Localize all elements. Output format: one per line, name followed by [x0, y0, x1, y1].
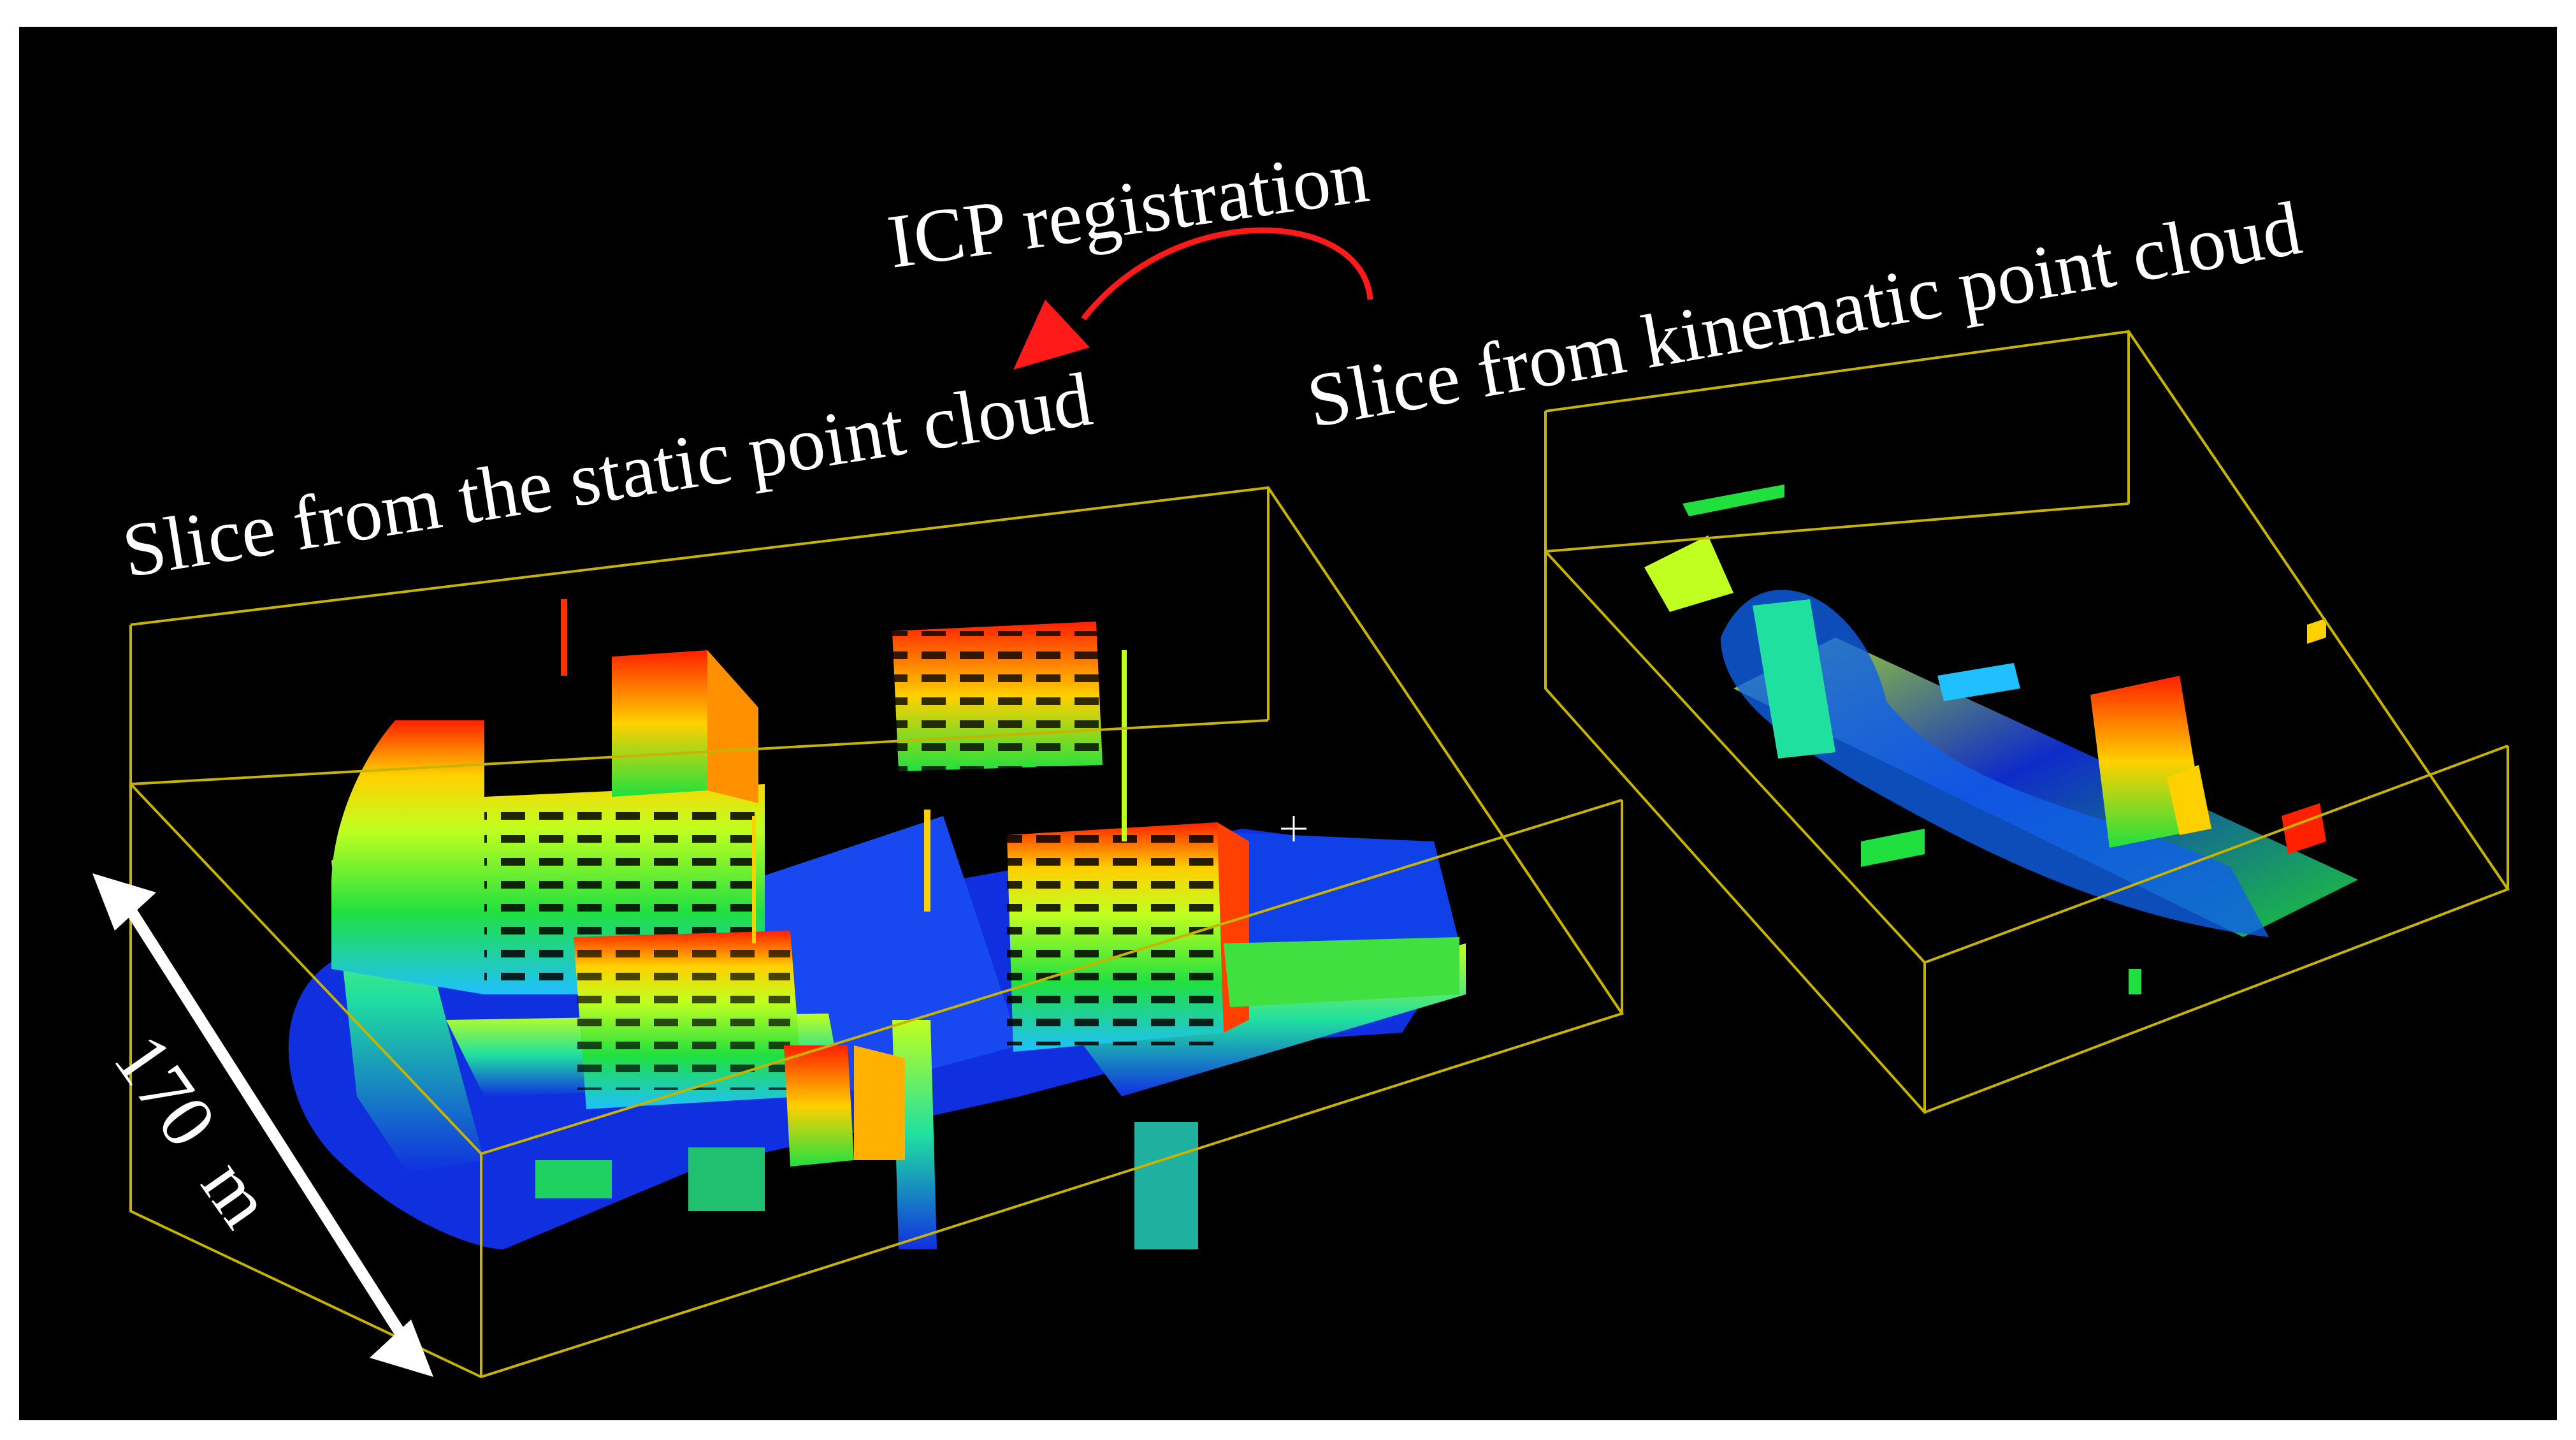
static-tower: [612, 650, 707, 797]
curved-arrow-left-icon: [1081, 227, 1373, 321]
static-bounding-box: [129, 486, 1624, 1379]
kinematic-point-cloud: [1644, 484, 2358, 994]
scale-arrow: [92, 873, 433, 1377]
crosshair-icon: [1281, 816, 1306, 841]
kinematic-bounding-box: [1544, 330, 2510, 1114]
double-headed-arrow-icon: [92, 873, 156, 931]
registration-arrow: [1013, 227, 1373, 370]
